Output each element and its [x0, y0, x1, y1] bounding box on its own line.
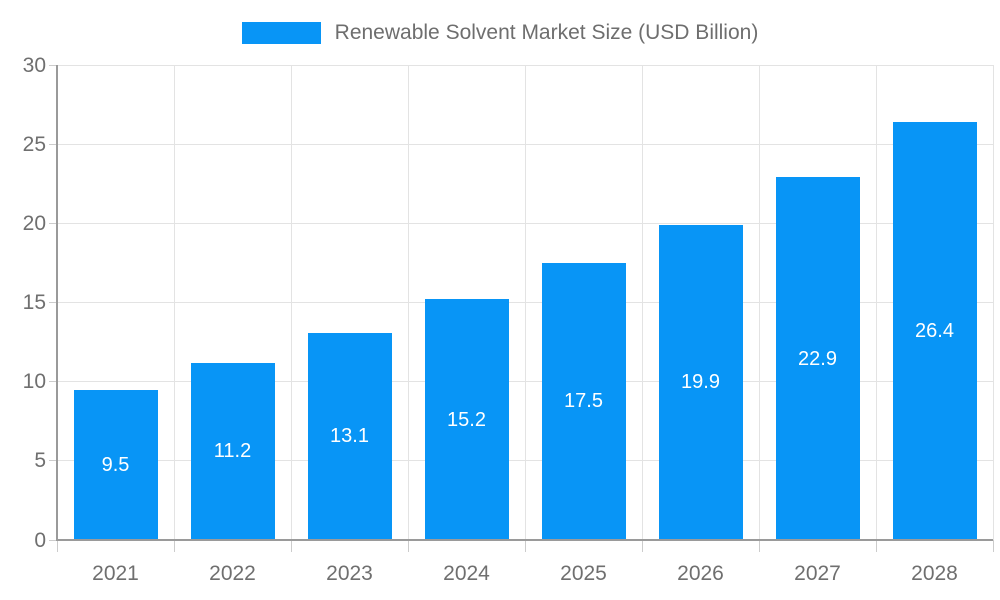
y-axis-line: [56, 65, 58, 541]
x-axis-tick: [173, 540, 175, 552]
gridline-vertical: [641, 65, 643, 540]
bar-value-label: 22.9: [798, 347, 837, 370]
x-axis-label: 2021: [92, 562, 139, 585]
y-axis-tick: [49, 460, 56, 462]
x-axis-label: 2027: [794, 562, 841, 585]
y-axis-label: 15: [22, 291, 46, 314]
x-axis-label: 2023: [326, 562, 373, 585]
x-axis-label: 2024: [443, 562, 490, 585]
y-axis-tick: [49, 539, 56, 541]
gridline-vertical: [524, 65, 526, 540]
gridline-vertical: [992, 65, 994, 540]
bar[interactable]: [424, 299, 509, 540]
gridline-vertical: [407, 65, 409, 540]
bar[interactable]: [73, 389, 158, 540]
y-axis-tick: [49, 222, 56, 224]
x-axis-label: 2025: [560, 562, 607, 585]
y-axis-label: 30: [22, 53, 46, 77]
gridline-vertical: [173, 65, 175, 540]
bar-value-label: 15.2: [447, 408, 486, 431]
bar[interactable]: [541, 262, 626, 540]
y-axis-tick: [49, 302, 56, 303]
x-axis-label: 2022: [209, 562, 256, 585]
x-axis-line: [56, 539, 993, 541]
bar[interactable]: [190, 362, 275, 540]
legend: Renewable Solvent Market Size (USD Billi…: [0, 21, 1000, 45]
y-axis-tick: [49, 64, 56, 66]
y-axis-label: 5: [34, 449, 46, 473]
gridline-vertical: [758, 65, 760, 540]
bar-value-label: 9.5: [101, 453, 130, 476]
bar-value-label: 17.5: [564, 390, 603, 413]
bar-value-label: 11.2: [213, 440, 252, 463]
legend-label: Renewable Solvent Market Size (USD Billi…: [334, 21, 759, 44]
x-axis-tick: [758, 540, 760, 552]
legend-swatch: [241, 22, 321, 44]
y-axis-label: 10: [22, 370, 46, 394]
bar-value-label: 13.1: [330, 425, 369, 448]
gridline-vertical: [290, 65, 292, 540]
y-axis-tick: [49, 143, 56, 145]
x-axis-tick: [875, 540, 877, 552]
gridline-vertical: [875, 65, 877, 540]
bar-value-label: 19.9: [681, 371, 720, 394]
x-axis-label: 2028: [911, 562, 958, 585]
bar[interactable]: [892, 122, 977, 540]
y-axis-label: 20: [22, 211, 46, 235]
x-axis-tick: [524, 540, 526, 552]
y-axis-tick: [49, 381, 56, 383]
x-axis-label: 2026: [677, 562, 724, 585]
x-axis-tick: [407, 540, 409, 552]
x-axis-tick: [56, 540, 58, 552]
bar-value-label: 26.4: [915, 320, 954, 342]
y-axis-label: 0: [34, 528, 46, 552]
bar[interactable]: [658, 224, 743, 540]
bar[interactable]: [307, 332, 392, 540]
x-axis-tick: [290, 540, 292, 552]
x-axis-tick: [992, 540, 994, 552]
bar[interactable]: [775, 177, 860, 540]
y-axis-label: 25: [22, 132, 46, 156]
x-axis-tick: [641, 540, 643, 552]
